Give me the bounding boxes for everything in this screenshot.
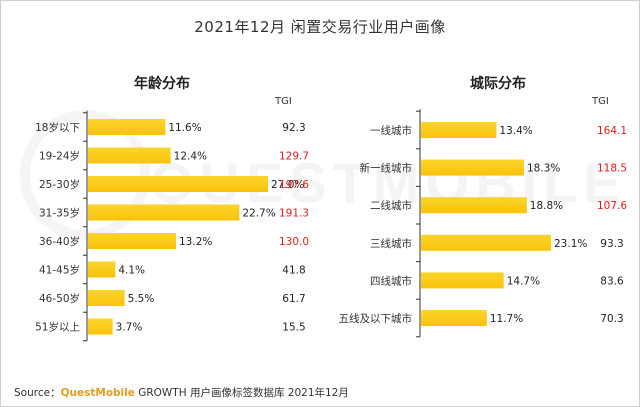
source-label: Source： bbox=[14, 387, 61, 399]
source-note: Source：QuestMobile GROWTH 用户画像标签数据库 2021… bbox=[14, 385, 349, 400]
age-panel-title: 年龄分布 bbox=[134, 76, 190, 92]
age-category-label: 46-50岁 bbox=[39, 292, 80, 305]
city-tgi-value: 70.3 bbox=[600, 313, 623, 325]
city-value-label: 14.7% bbox=[507, 275, 540, 287]
age-tgi-value: 61.7 bbox=[282, 293, 305, 305]
age-value-label: 3.7% bbox=[116, 322, 143, 334]
city-value-label: 23.1% bbox=[554, 238, 587, 250]
age-value-label: 27.0% bbox=[271, 179, 304, 191]
city-category-label: 一线城市 bbox=[370, 124, 412, 137]
age-value-label: 5.5% bbox=[128, 293, 155, 305]
age-bar bbox=[88, 204, 240, 221]
city-tgi-value: 118.5 bbox=[597, 163, 627, 175]
age-bar bbox=[88, 290, 125, 306]
city-tgi-value: 93.3 bbox=[600, 238, 623, 250]
age-tgi-value: 130.0 bbox=[279, 236, 309, 248]
source-text: GROWTH 用户画像标签数据库 2021年12月 bbox=[138, 387, 349, 399]
city-tgi-header: TGI bbox=[592, 96, 609, 107]
age-value-label: 12.4% bbox=[174, 151, 207, 163]
city-value-label: 11.7% bbox=[490, 313, 523, 325]
city-tgi-value: 83.6 bbox=[600, 275, 624, 287]
age-bar bbox=[88, 233, 176, 249]
city-bar bbox=[421, 197, 527, 214]
city-tgi-value: 164.1 bbox=[597, 125, 627, 137]
age-bar bbox=[88, 119, 166, 135]
age-category-label: 31-35岁 bbox=[39, 207, 80, 220]
age-category-label: 41-45岁 bbox=[39, 264, 80, 277]
age-value-label: 22.7% bbox=[242, 208, 275, 220]
source-brand: QuestMobile bbox=[60, 387, 135, 399]
city-bar bbox=[421, 310, 487, 326]
age-bar bbox=[88, 147, 171, 164]
age-tgi-value: 129.7 bbox=[279, 151, 309, 163]
age-bar bbox=[88, 176, 268, 192]
age-category-label: 19-24岁 bbox=[39, 150, 80, 163]
age-tgi-value: 15.5 bbox=[282, 322, 305, 334]
city-value-label: 18.8% bbox=[530, 200, 563, 212]
city-bar bbox=[421, 272, 504, 289]
age-bar bbox=[88, 318, 113, 335]
city-category-label: 三线城市 bbox=[370, 237, 412, 250]
city-category-label: 新一线城市 bbox=[360, 162, 413, 175]
city-bar bbox=[421, 234, 551, 251]
city-category-label: 四线城市 bbox=[370, 274, 412, 287]
city-category-label: 二线城市 bbox=[370, 199, 412, 212]
age-value-label: 4.1% bbox=[118, 265, 145, 277]
city-tgi-value: 107.6 bbox=[597, 200, 627, 212]
age-tgi-value: 197.6 bbox=[279, 179, 309, 191]
age-bar bbox=[88, 261, 116, 278]
age-tgi-header: TGI bbox=[275, 96, 292, 107]
city-value-label: 18.3% bbox=[527, 163, 560, 175]
city-category-label: 五线及以下城市 bbox=[339, 312, 413, 325]
age-category-label: 51岁以上 bbox=[35, 321, 80, 334]
age-value-label: 11.6% bbox=[168, 122, 201, 134]
age-category-label: 25-30岁 bbox=[39, 178, 80, 191]
watermark-logo bbox=[20, 110, 150, 240]
age-category-label: 36-40岁 bbox=[39, 235, 80, 248]
city-bar bbox=[421, 122, 497, 138]
chart-title: 2021年12月 闲置交易行业用户画像 bbox=[194, 18, 446, 36]
age-tgi-value: 41.8 bbox=[282, 265, 305, 277]
age-value-label: 13.2% bbox=[179, 236, 212, 248]
age-tgi-value: 191.3 bbox=[279, 208, 309, 220]
age-tgi-value: 92.3 bbox=[282, 122, 305, 134]
age-category-label: 18岁以下 bbox=[35, 121, 80, 134]
city-panel-title: 城际分布 bbox=[470, 76, 526, 92]
city-value-label: 13.4% bbox=[499, 125, 532, 137]
city-bar bbox=[421, 159, 524, 176]
